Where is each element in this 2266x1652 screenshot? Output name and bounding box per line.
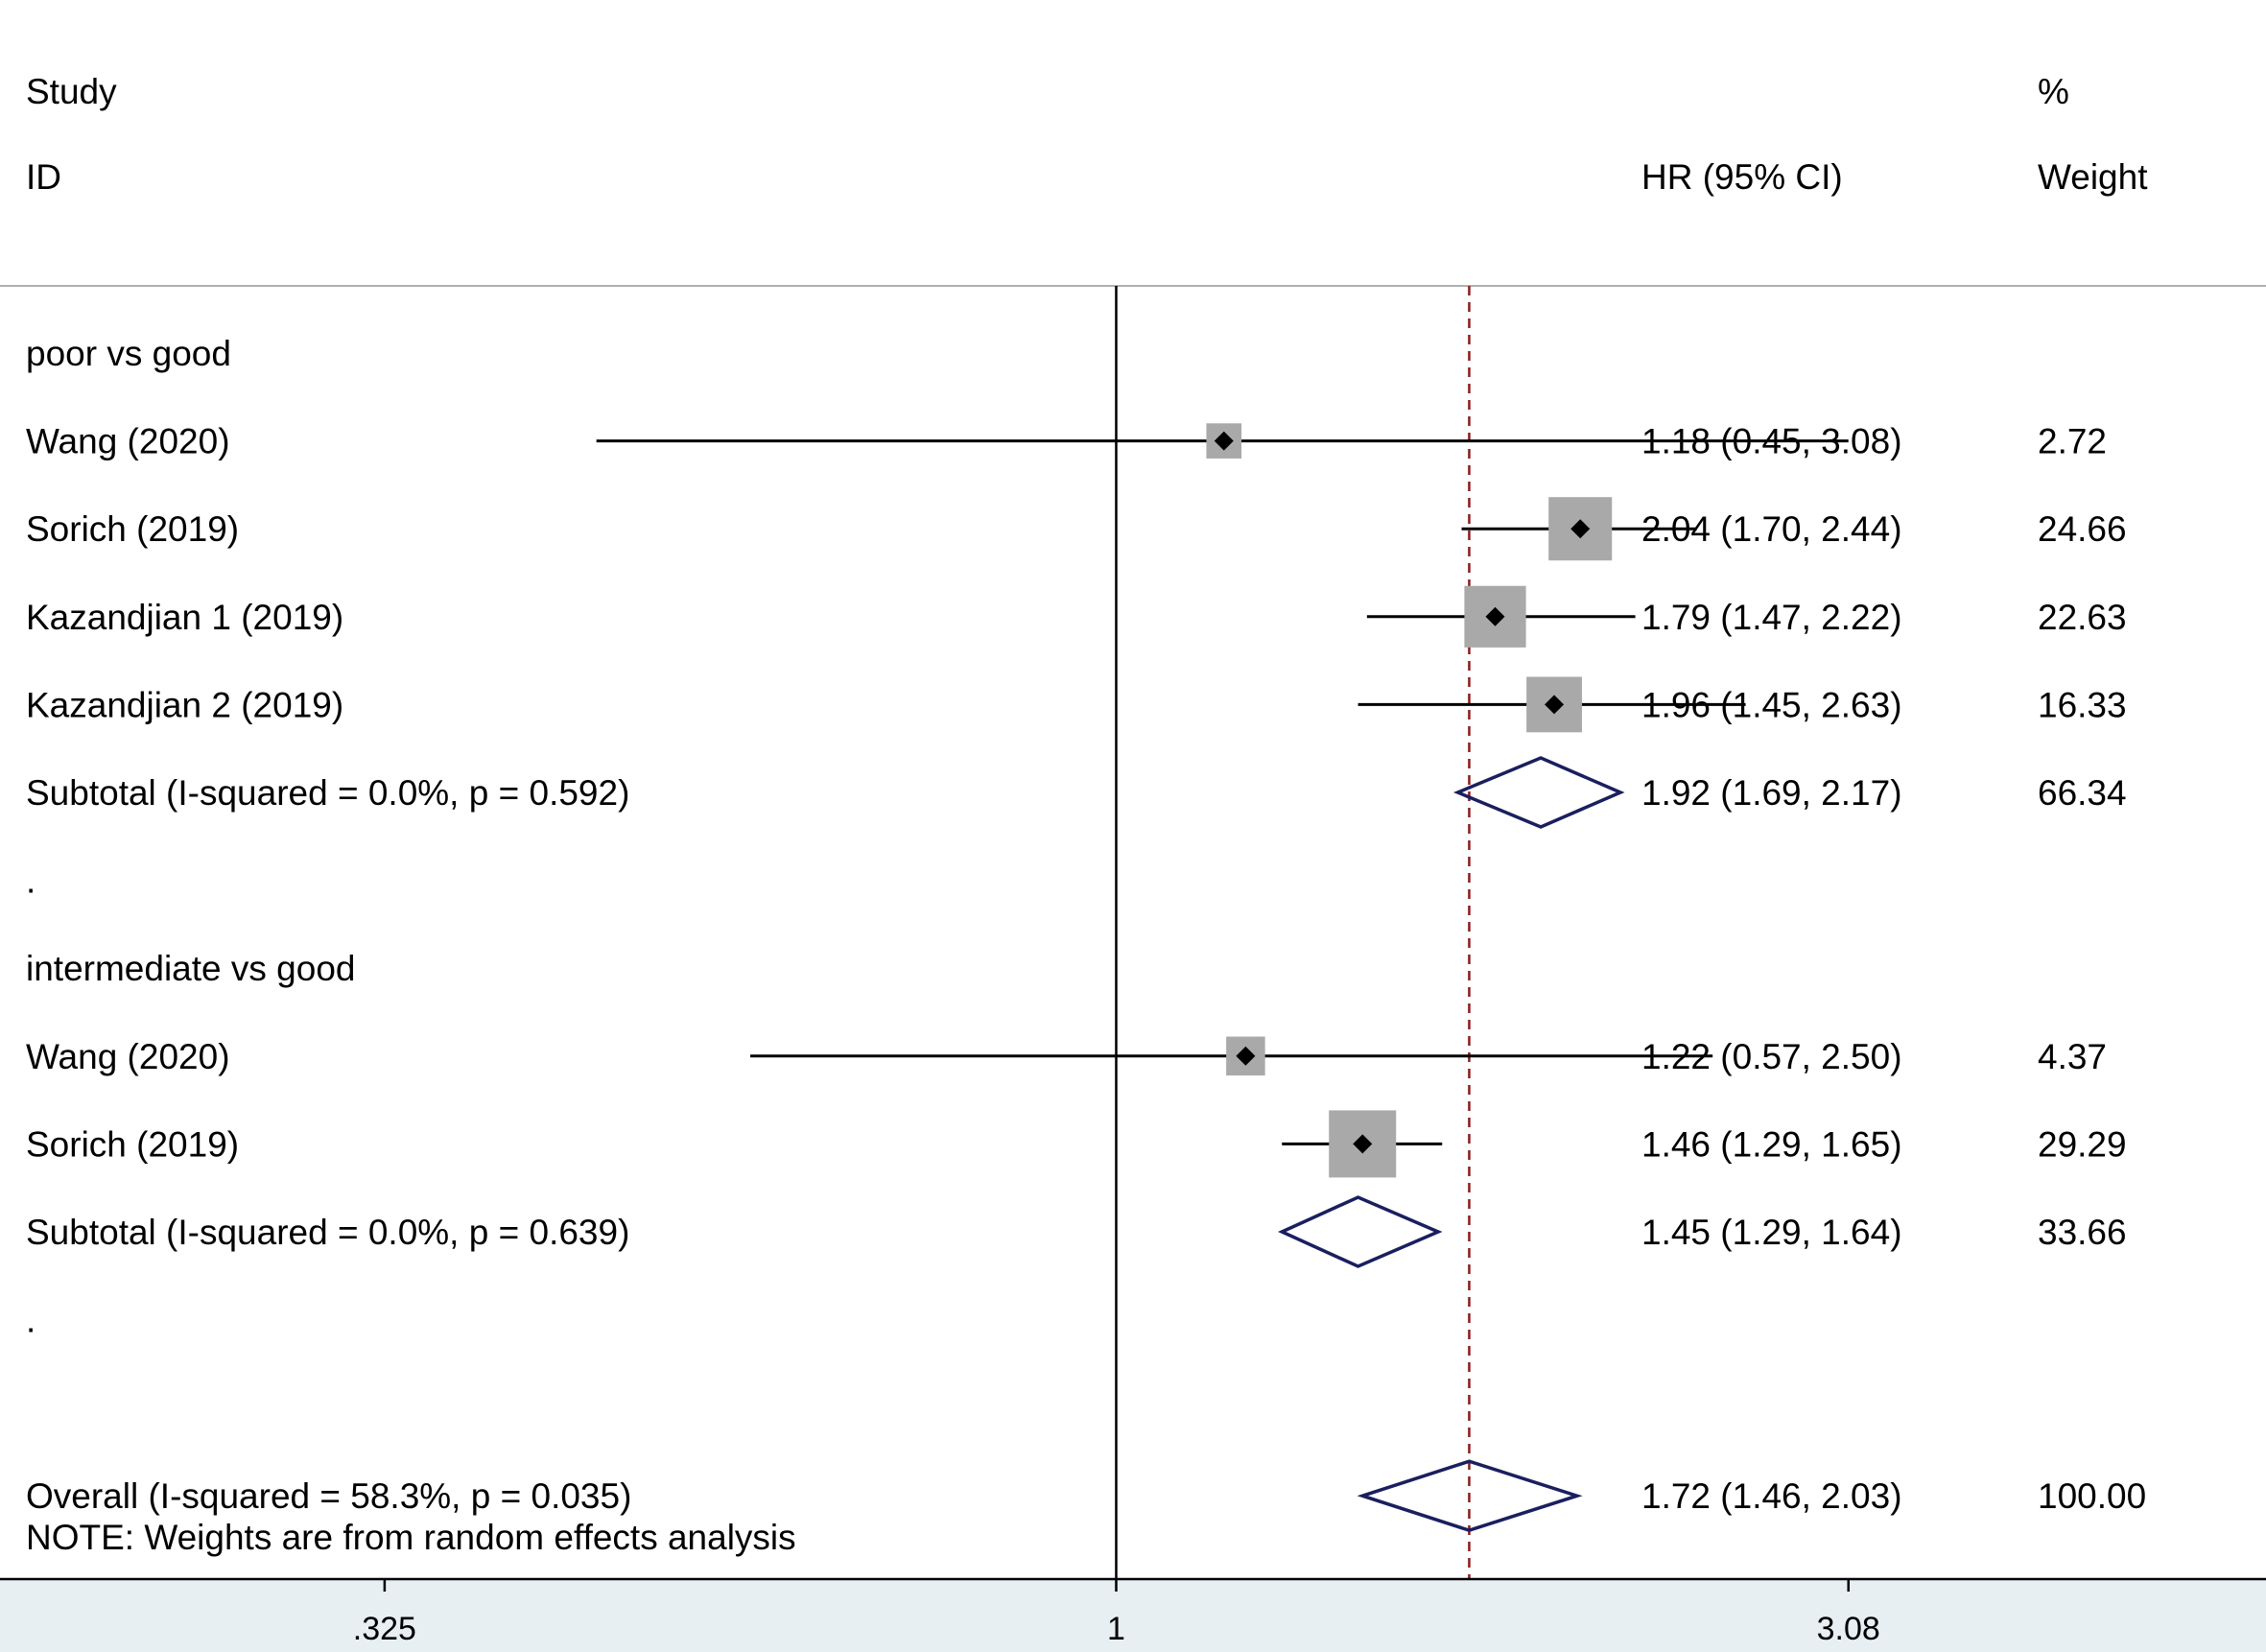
ci-text: 2.04 (1.70, 2.44) [1641, 509, 1902, 549]
row-study: Sorich (2019) 1.46 (1.29, 1.65) 29.29 [26, 1110, 2127, 1178]
overall-label: Overall (I-squared = 58.3%, p = 0.035) [26, 1476, 631, 1516]
weight-text: 100.00 [2038, 1476, 2146, 1516]
x-axis-ticks: .325 1 3.08 [353, 1579, 1880, 1647]
subtotal-label: Subtotal (I-squared = 0.0%, p = 0.639) [26, 1213, 629, 1252]
row-group: poor vs good [26, 334, 231, 373]
ci-text: 1.79 (1.47, 2.22) [1641, 598, 1902, 637]
row-study: Kazandjian 2 (2019) 1.96 (1.45, 2.63) 16.3… [26, 676, 2127, 733]
header-percent: % [2038, 72, 2069, 111]
header-hr-ci: HR (95% CI) [1641, 157, 1843, 197]
study-label: Wang (2020) [26, 422, 230, 461]
row-overall: Overall (I-squared = 58.3%, p = 0.035) 1.… [26, 1459, 2146, 1533]
header-study: Study [26, 72, 117, 111]
point-estimate [1214, 431, 1234, 451]
overall-diamond [1357, 1459, 1583, 1533]
header-id: ID [26, 157, 61, 197]
tick-label: .325 [353, 1611, 416, 1647]
ci-text: 1.18 (0.45, 3.08) [1641, 422, 1902, 461]
row-subtotal: Subtotal (I-squared = 0.0%, p = 0.639) 1.… [26, 1195, 2127, 1268]
ci-text: 1.96 (1.45, 2.63) [1641, 685, 1902, 724]
spacer-label: . [26, 861, 35, 901]
row-study: Sorich (2019) 2.04 (1.70, 2.44) 24.66 [26, 497, 2127, 561]
weight-text: 66.34 [2038, 773, 2127, 813]
weight-text: 2.72 [2038, 422, 2107, 461]
axis-band [0, 1579, 2266, 1652]
group-label: poor vs good [26, 334, 231, 373]
point-estimate [1353, 1134, 1373, 1154]
subtotal-diamond [1452, 756, 1625, 829]
row-study: Wang (2020) 1.22 (0.57, 2.50) 4.37 [26, 1036, 2107, 1076]
ci-text: 1.92 (1.69, 2.17) [1641, 773, 1902, 813]
ci-text: 1.72 (1.46, 2.03) [1641, 1476, 1902, 1516]
point-estimate [1485, 606, 1505, 626]
weight-text: 24.66 [2038, 509, 2127, 549]
weight-text: 4.37 [2038, 1037, 2107, 1076]
tick-label: 1 [1107, 1611, 1125, 1647]
spacer-label: . [26, 1301, 35, 1340]
subtotal-label: Subtotal (I-squared = 0.0%, p = 0.592) [26, 773, 629, 813]
weight-text: 22.63 [2038, 598, 2127, 637]
group-label: intermediate vs good [26, 949, 355, 988]
row-study: Kazandjian 1 (2019) 1.79 (1.47, 2.22) 22.6… [26, 585, 2127, 648]
footnote: NOTE: Weights are from random effects an… [26, 1518, 796, 1557]
weight-text: 29.29 [2038, 1124, 2127, 1164]
ci-text: 1.22 (0.57, 2.50) [1641, 1037, 1902, 1076]
point-estimate [1236, 1046, 1256, 1066]
header-weight: Weight [2038, 157, 2148, 197]
study-label: Wang (2020) [26, 1037, 230, 1076]
row-spacer: . [26, 1301, 35, 1340]
ci-text: 1.46 (1.29, 1.65) [1641, 1124, 1902, 1164]
study-label: Kazandjian 1 (2019) [26, 598, 343, 637]
point-estimate [1545, 695, 1565, 715]
weight-text: 16.33 [2038, 685, 2127, 724]
weight-text: 33.66 [2038, 1213, 2127, 1252]
tick-label: 3.08 [1817, 1611, 1880, 1647]
row-group: intermediate vs good [26, 949, 355, 988]
study-label: Sorich (2019) [26, 1124, 239, 1164]
study-label: Kazandjian 2 (2019) [26, 685, 343, 724]
subtotal-diamond [1278, 1195, 1443, 1268]
study-label: Sorich (2019) [26, 509, 239, 549]
row-study: Wang (2020) 1.18 (0.45, 3.08) 2.72 [26, 422, 2107, 461]
row-subtotal: Subtotal (I-squared = 0.0%, p = 0.592) 1.… [26, 756, 2127, 829]
point-estimate [1570, 519, 1591, 539]
forest-rows: poor vs good Wang (2020) 1.18 (0.45, 3.08)… [26, 334, 2146, 1533]
ci-text: 1.45 (1.29, 1.64) [1641, 1213, 1902, 1252]
row-spacer: . [26, 861, 35, 901]
